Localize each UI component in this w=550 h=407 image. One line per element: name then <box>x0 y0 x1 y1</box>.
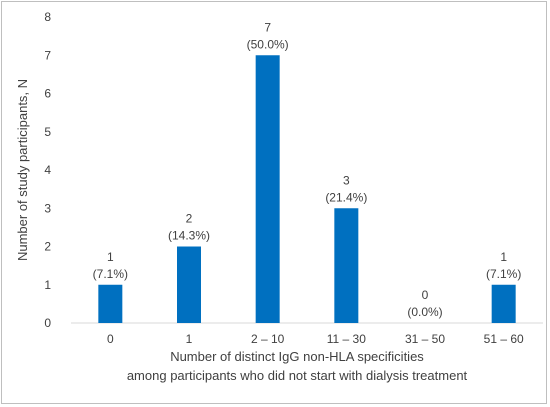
data-label-percent: (7.1%) <box>486 267 521 281</box>
bars <box>98 55 516 323</box>
y-tick-label: 2 <box>44 240 51 254</box>
x-tick-label: 0 <box>107 332 114 346</box>
bar <box>98 284 123 323</box>
y-tick-label: 0 <box>44 316 51 330</box>
y-tick-label: 1 <box>44 278 51 292</box>
data-label-percent: (7.1%) <box>93 267 128 281</box>
bar <box>255 55 280 323</box>
y-tick-label: 6 <box>44 87 51 101</box>
x-tick-label: 11 – 30 <box>327 332 366 346</box>
x-tick-label: 2 – 10 <box>251 332 285 346</box>
data-label-count: 2 <box>186 212 193 226</box>
data-labels: 1 (7.1%) 2 (14.3%) 7 (50.0%) 3 (21.4%) 0 (0.0%) 1 (… <box>93 20 522 319</box>
y-tick-label: 3 <box>44 201 51 215</box>
y-tick-label: 8 <box>44 10 51 24</box>
x-tick-label: 1 <box>186 332 193 346</box>
data-label-percent: (50.0%) <box>247 37 289 51</box>
data-label-count: 3 <box>343 173 350 187</box>
y-tick-label: 4 <box>44 163 51 177</box>
bar <box>491 284 516 323</box>
data-label-percent: (21.4%) <box>325 190 367 204</box>
y-tick-label: 7 <box>44 48 51 62</box>
x-tick-label: 31 – 50 <box>405 332 445 346</box>
bar <box>177 246 201 323</box>
x-axis-title-line2: among participants who did not start wit… <box>127 368 468 383</box>
x-tick-label: 51 – 60 <box>484 332 524 346</box>
data-label-count: 0 <box>422 288 429 302</box>
data-label-count: 1 <box>107 250 114 264</box>
data-label-count: 7 <box>264 20 271 34</box>
data-label-count: 1 <box>500 250 507 264</box>
data-label-percent: (14.3%) <box>168 229 210 243</box>
x-axis-ticks: 0 1 2 – 10 11 – 30 31 – 50 51 – 60 <box>107 332 524 346</box>
y-axis-title: Number of study participants, N <box>15 79 30 261</box>
x-axis-title-line1: Number of distinct IgG non-HLA specifici… <box>170 349 424 364</box>
bar <box>334 208 359 323</box>
data-label-percent: (0.0%) <box>407 305 442 319</box>
y-axis-ticks: 0 1 2 3 4 5 6 7 8 <box>44 10 51 330</box>
y-tick-label: 5 <box>44 125 51 139</box>
